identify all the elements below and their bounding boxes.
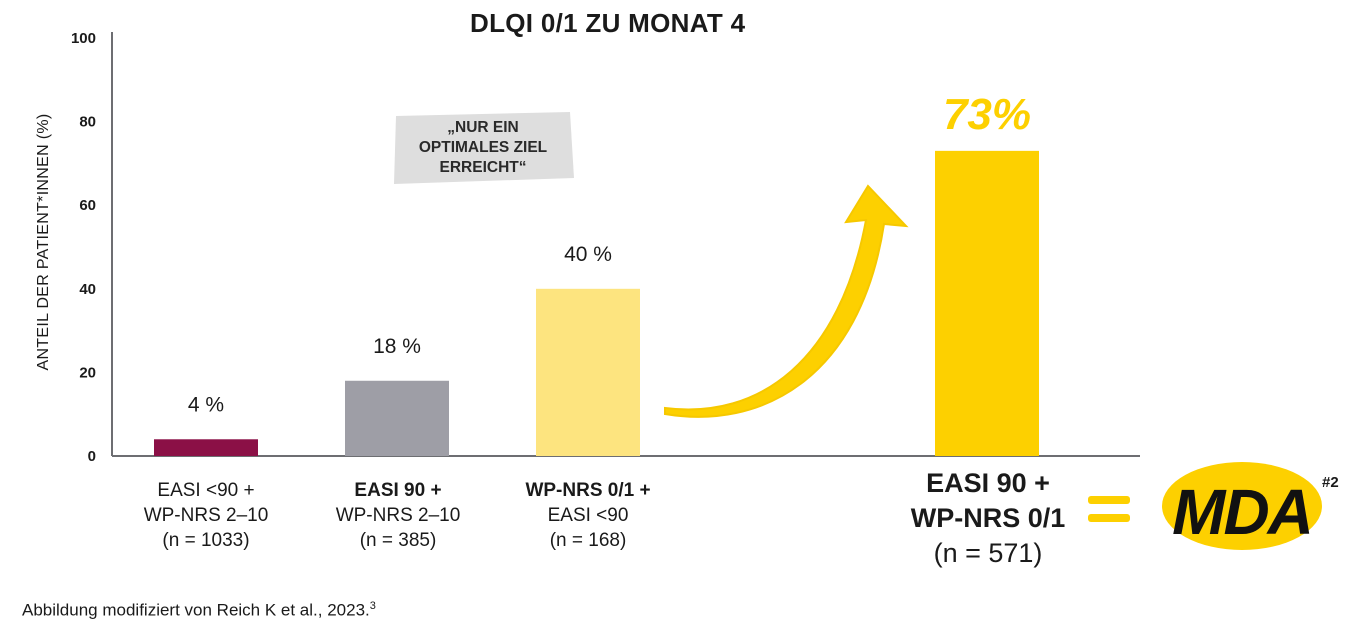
category-line: WP-NRS 0/1 (910, 503, 1066, 533)
mda-badge-bg (1162, 462, 1322, 550)
mda-label: MDA (1172, 476, 1312, 548)
y-tick-label: 100 (71, 30, 96, 47)
category-line: (n = 571) (933, 538, 1043, 568)
annotation-line: ERREICHT“ (439, 159, 527, 176)
category-label: WP-NRS 0/1 + EASI <90 (n = 168) (488, 478, 688, 553)
category-line: (n = 385) (359, 530, 437, 551)
category-line: EASI <90 + (157, 480, 255, 501)
source-note: Abbildung modifiziert von Reich K et al.… (22, 600, 376, 621)
equals-bar-bottom (1088, 514, 1130, 522)
bar-value-label: 73% (943, 90, 1031, 139)
arrow-icon (664, 184, 909, 418)
chart-title: DLQI 0/1 ZU MONAT 4 (470, 8, 746, 38)
equals-bar-top (1088, 496, 1130, 504)
annotation-note (394, 112, 574, 184)
y-tick-label: 40 (79, 281, 96, 298)
bar-value-label: 40 % (564, 243, 612, 266)
source-text: Abbildung modifiziert von Reich K et al.… (22, 600, 370, 620)
y-tick-label: 20 (79, 364, 96, 381)
source-ref: 3 (369, 600, 376, 612)
bar (536, 288, 640, 456)
category-label-mda: EASI 90 + WP-NRS 0/1 (n = 571) (888, 466, 1088, 571)
category-line: WP-NRS 2–10 (143, 505, 269, 526)
annotation-text: „NUR EIN OPTIMALES ZIEL ERREICHT“ (392, 118, 574, 178)
bar (154, 439, 258, 456)
mda-footnote-ref: #2 (1322, 474, 1339, 491)
category-line: EASI 90 + (354, 480, 442, 501)
annotation-line: „NUR EIN (447, 119, 519, 136)
category-line: (n = 168) (549, 530, 627, 551)
y-tick-label: 60 (79, 197, 96, 214)
bar (935, 150, 1039, 457)
bar (345, 380, 449, 456)
category-label: EASI <90 + WP-NRS 2–10 (n = 1033) (106, 478, 306, 553)
category-line: WP-NRS 0/1 + (525, 480, 651, 501)
category-line: WP-NRS 2–10 (335, 505, 461, 526)
category-line: EASI 90 + (926, 468, 1050, 498)
bar-value-label: 4 % (188, 393, 224, 416)
bar-value-label: 18 % (373, 335, 421, 358)
category-line: EASI <90 (547, 505, 629, 526)
annotation-line: OPTIMALES ZIEL (418, 139, 548, 156)
y-tick-label: 80 (79, 114, 96, 131)
y-tick-label: 0 (88, 448, 96, 465)
category-line: (n = 1033) (162, 530, 250, 551)
category-label: EASI 90 + WP-NRS 2–10 (n = 385) (298, 478, 498, 553)
